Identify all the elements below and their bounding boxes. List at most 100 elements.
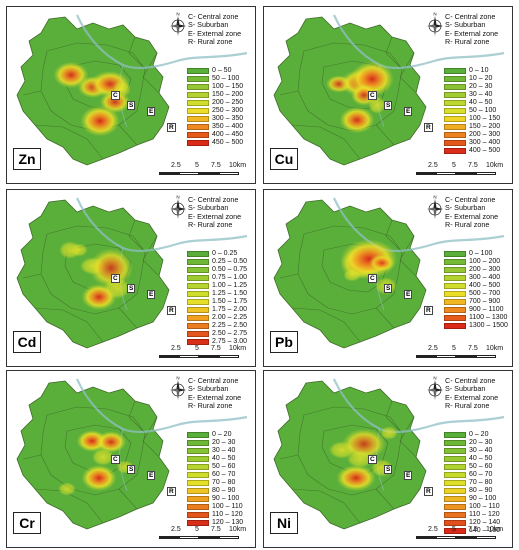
legend-range-label: 400 – 500 bbox=[469, 147, 501, 154]
legend-range-label: 100 – 150 bbox=[212, 83, 244, 90]
legend-swatch bbox=[444, 512, 466, 518]
scale-segment bbox=[159, 355, 179, 358]
legend-swatch bbox=[444, 100, 466, 106]
scale-label: 2.5 bbox=[428, 526, 438, 533]
zone-label-central: C bbox=[111, 455, 120, 464]
legend-range-label: 200 – 250 bbox=[212, 99, 244, 106]
zone-legend-entry: E- External zone bbox=[188, 28, 242, 38]
legend-entry: 1.75 – 2.00 bbox=[187, 306, 247, 314]
zone-label-suburban: S bbox=[127, 284, 136, 293]
legend-swatch bbox=[187, 472, 209, 478]
legend-entry: 80 – 90 bbox=[444, 487, 500, 495]
zone-label-suburban: S bbox=[384, 284, 393, 293]
legend-swatch bbox=[187, 84, 209, 90]
zone-legend-entry: C- Central zone bbox=[445, 376, 496, 385]
legend-entry: 250 – 300 bbox=[187, 107, 243, 115]
scale-label: 2.5 bbox=[428, 345, 438, 352]
legend-range-label: 400 – 450 bbox=[212, 131, 244, 138]
legend-range-label: 20 – 30 bbox=[469, 83, 493, 90]
zone-boundary bbox=[34, 307, 104, 343]
legend-swatch bbox=[444, 472, 466, 478]
legend-entry: 70 – 80 bbox=[187, 479, 243, 487]
legend-entry: 20 – 30 bbox=[444, 439, 500, 447]
legend-swatch bbox=[444, 496, 466, 502]
zone-legend: C- Central zone S- Suburban E- External zo… bbox=[445, 376, 498, 411]
legend-entry: 0.75 – 1.00 bbox=[187, 274, 247, 282]
legend-entry: 50 – 100 bbox=[444, 107, 500, 115]
legend-swatch bbox=[187, 456, 209, 462]
legend-entry: 40 – 50 bbox=[444, 99, 500, 107]
legend-range-label: 110 – 120 bbox=[212, 511, 243, 518]
zone-label-rural: R bbox=[424, 123, 433, 132]
scale-bar: 2.5 5 7.5 10km bbox=[155, 345, 253, 365]
legend-range-label: 450 – 500 bbox=[212, 139, 244, 146]
zone-boundary bbox=[40, 42, 146, 132]
zone-legend-entry: E- External zone bbox=[188, 211, 242, 221]
legend-range-label: 50 – 60 bbox=[212, 463, 236, 470]
legend-swatch bbox=[444, 140, 466, 146]
legend-range-label: 900 – 1100 bbox=[469, 306, 504, 313]
scale-label: 10km bbox=[486, 162, 504, 169]
legend-range-label: 100 – 200 bbox=[469, 258, 501, 265]
scale-segment bbox=[456, 355, 476, 358]
zone-boundary bbox=[291, 488, 361, 524]
legend-swatch bbox=[187, 323, 209, 329]
scale-label: 10km bbox=[229, 526, 247, 533]
concentration-hotspot bbox=[368, 96, 386, 114]
concentration-legend: 0 – 50 50 – 100 100 – 150 150 – 200 200 – 25… bbox=[187, 67, 243, 147]
zone-legend-entry: R- Rural zone bbox=[188, 37, 233, 47]
legend-swatch bbox=[444, 275, 466, 281]
compass-rose-icon: N bbox=[170, 376, 186, 400]
legend-entry: 1.00 – 1.25 bbox=[187, 282, 247, 290]
legend-entry: 300 – 400 bbox=[444, 274, 508, 282]
legend-range-label: 700 – 900 bbox=[469, 298, 501, 305]
legend-entry: 200 – 300 bbox=[444, 266, 508, 274]
legend-swatch bbox=[444, 267, 466, 273]
zone-boundary bbox=[34, 124, 104, 160]
legend-entry: 0 – 20 bbox=[187, 431, 243, 439]
scale-label: 5 bbox=[195, 526, 199, 533]
legend-range-label: 0.25 – 0.50 bbox=[212, 258, 248, 265]
legend-swatch bbox=[444, 148, 466, 154]
city-map bbox=[16, 378, 248, 530]
zone-boundary bbox=[291, 124, 361, 160]
legend-range-label: 100 – 110 bbox=[469, 503, 500, 510]
legend-swatch bbox=[444, 307, 466, 313]
legend-range-label: 40 – 50 bbox=[469, 455, 493, 462]
zone-legend: C- Central zone S- Suburban E- External zo… bbox=[445, 195, 498, 230]
scale-segment bbox=[476, 536, 496, 539]
legend-entry: 900 – 1100 bbox=[444, 306, 508, 314]
scale-label: 10km bbox=[486, 345, 504, 352]
legend-range-label: 110 – 120 bbox=[469, 511, 500, 518]
legend-swatch bbox=[187, 283, 209, 289]
scale-segment bbox=[219, 355, 239, 358]
zone-boundary bbox=[128, 400, 146, 434]
legend-entry: 0 – 50 bbox=[187, 67, 243, 75]
legend-swatch bbox=[187, 339, 209, 345]
map-panel-cu: C S E R N C- Central zone S- Suburban E- Extern… bbox=[263, 6, 513, 184]
zone-label-central: C bbox=[111, 274, 120, 283]
scale-label: 2.5 bbox=[171, 162, 181, 169]
legend-entry: 0 – 0.25 bbox=[187, 250, 247, 258]
legend-range-label: 80 – 90 bbox=[469, 487, 493, 494]
legend-swatch bbox=[444, 464, 466, 470]
scale-segment bbox=[179, 172, 199, 175]
legend-range-label: 20 – 30 bbox=[212, 439, 236, 446]
zone-boundary bbox=[399, 416, 417, 458]
concentration-hotspot bbox=[339, 106, 375, 134]
concentration-hotspot bbox=[80, 105, 120, 137]
zone-legend-entry: S- Suburban bbox=[445, 384, 486, 394]
legend-entry: 70 – 80 bbox=[444, 479, 500, 487]
scale-label: 5 bbox=[452, 162, 456, 169]
scale-label: 10km bbox=[229, 345, 247, 352]
legend-entry: 2.75 – 3.00 bbox=[187, 338, 247, 346]
legend-range-label: 2.50 – 2.75 bbox=[212, 330, 248, 337]
legend-range-label: 2.75 – 3.00 bbox=[212, 338, 248, 345]
zone-legend: C- Central zone S- Suburban E- External zo… bbox=[188, 12, 242, 47]
legend-swatch bbox=[187, 124, 209, 130]
legend-range-label: 200 – 300 bbox=[469, 266, 501, 273]
legend-entry: 40 – 50 bbox=[444, 455, 500, 463]
zone-label-rural: R bbox=[167, 487, 176, 496]
zone-boundary bbox=[399, 235, 417, 277]
legend-swatch bbox=[187, 68, 209, 74]
